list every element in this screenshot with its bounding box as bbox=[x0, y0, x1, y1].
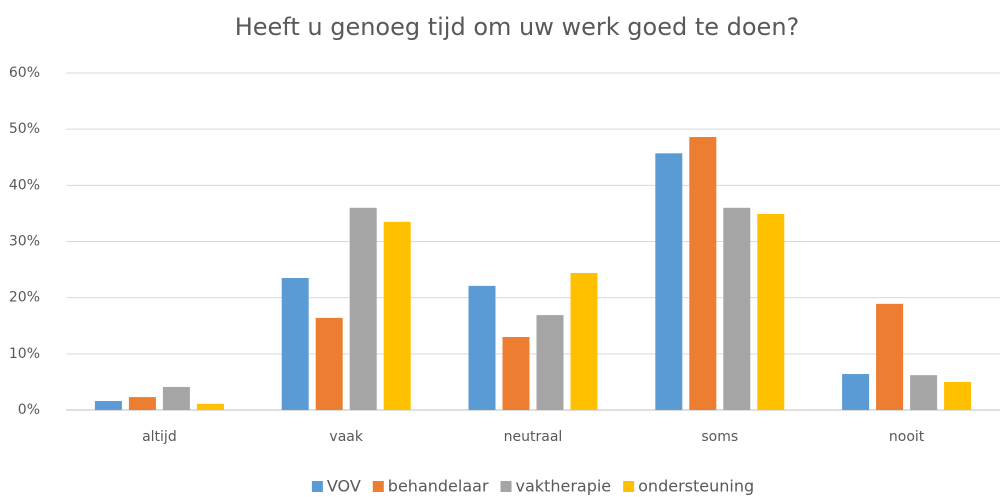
legend-swatch bbox=[311, 481, 323, 492]
x-tick-label: altijd bbox=[142, 429, 177, 445]
bar bbox=[655, 153, 683, 410]
chart-title: Heeft u genoeg tijd om uw werk goed te d… bbox=[235, 13, 800, 41]
bar bbox=[570, 272, 598, 410]
bar bbox=[944, 381, 972, 410]
bar bbox=[315, 317, 343, 410]
bar bbox=[281, 278, 309, 410]
bar bbox=[383, 221, 411, 410]
bar bbox=[536, 315, 564, 410]
legend-label: vaktherapie bbox=[516, 477, 612, 496]
bar bbox=[196, 403, 224, 410]
y-tick-label: 50% bbox=[9, 121, 40, 137]
bar bbox=[349, 207, 377, 410]
x-tick-label: neutraal bbox=[504, 429, 563, 445]
bar bbox=[94, 401, 122, 410]
bar bbox=[502, 336, 530, 410]
y-tick-label: 0% bbox=[18, 402, 40, 418]
x-tick-label: nooit bbox=[889, 429, 925, 445]
x-tick-label: soms bbox=[701, 429, 738, 445]
y-tick-label: 40% bbox=[9, 177, 40, 193]
bar bbox=[162, 386, 190, 410]
legend-label: ondersteuning bbox=[638, 477, 754, 496]
legend-label: VOV bbox=[327, 477, 361, 496]
y-tick-label: 60% bbox=[9, 65, 40, 81]
bar bbox=[910, 375, 938, 410]
legend-swatch bbox=[623, 481, 635, 492]
bar bbox=[689, 137, 717, 410]
legend-label: behandelaar bbox=[388, 477, 489, 496]
bar bbox=[468, 285, 496, 410]
y-tick-label: 30% bbox=[9, 234, 40, 250]
bar bbox=[876, 303, 904, 410]
legend-swatch bbox=[372, 481, 384, 492]
y-tick-label: 20% bbox=[9, 290, 40, 306]
bar bbox=[128, 397, 156, 410]
x-tick-label: vaak bbox=[329, 429, 363, 445]
bar bbox=[757, 213, 785, 410]
bar bbox=[723, 207, 751, 410]
y-tick-label: 10% bbox=[9, 346, 40, 362]
legend-swatch bbox=[500, 481, 512, 492]
bar bbox=[842, 374, 870, 410]
